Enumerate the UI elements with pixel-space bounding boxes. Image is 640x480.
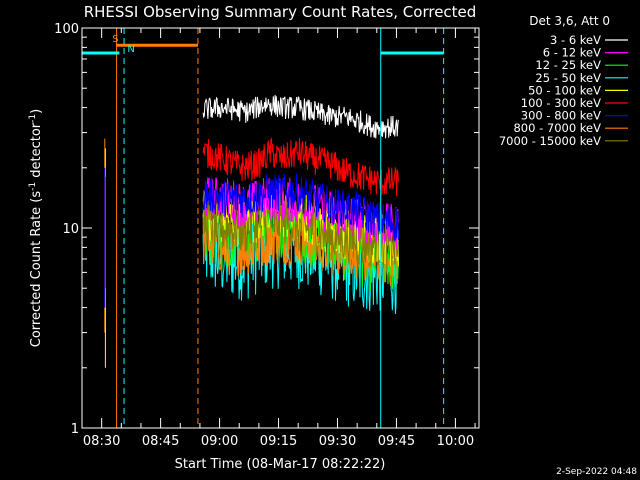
y-tick-label: 10 [62, 222, 79, 237]
legend-label: 3 - 6 keV [550, 33, 601, 47]
y-axis-label-end: ) [29, 109, 44, 114]
data-layer [104, 94, 399, 368]
x-axis-label: Start Time (08-Mar-17 08:22:22) [175, 457, 386, 472]
footer-timestamp: 2-Sep-2022 04:48 [556, 467, 637, 477]
series-line [202, 137, 399, 197]
y-axis-label-sup1: -1 [28, 182, 38, 191]
flag-layer: SN [82, 28, 445, 428]
series-line [202, 94, 399, 139]
legend-label: 100 - 300 keV [521, 96, 601, 110]
series-line [202, 173, 399, 241]
y-axis-label-main: Corrected Count Rate (s [29, 191, 44, 348]
x-tick-label: 09:30 [319, 434, 356, 449]
x-tick-label: 09:15 [260, 434, 297, 449]
legend-label: 6 - 12 keV [543, 46, 601, 60]
y-axis-label-mid: detector [29, 122, 44, 182]
legend-label: 7000 - 15000 keV [499, 134, 601, 148]
x-tick-label: 08:30 [83, 434, 120, 449]
x-tick-label: 08:45 [142, 434, 179, 449]
chart-title: RHESSI Observing Summary Count Rates, Co… [84, 3, 477, 21]
flag-annotation: N [127, 44, 134, 55]
y-axis-label: Corrected Count Rate (s-1 detector-1) [28, 109, 44, 347]
legend-label: 800 - 7000 keV [513, 121, 601, 135]
y-tick-label: 1 [71, 422, 79, 437]
y-axis-label-sup2: -1 [28, 114, 38, 123]
legend-header: Det 3,6, Att 0 [529, 14, 610, 28]
legend-label: 50 - 100 keV [528, 83, 601, 97]
x-tick-label: 09:45 [378, 434, 415, 449]
x-tick-label: 09:00 [201, 434, 238, 449]
legend-label: 25 - 50 keV [535, 71, 601, 85]
legend-label: 12 - 25 keV [535, 58, 601, 72]
x-tick-label: 10:00 [437, 434, 474, 449]
legend-label: 300 - 800 keV [521, 109, 601, 123]
axes-layer: 1 10 100 08:30 08:45 09:00 09:15 09:30 09:45 10:0… [54, 22, 479, 449]
flag-annotation: S [112, 34, 118, 45]
y-tick-label: 100 [54, 22, 79, 37]
